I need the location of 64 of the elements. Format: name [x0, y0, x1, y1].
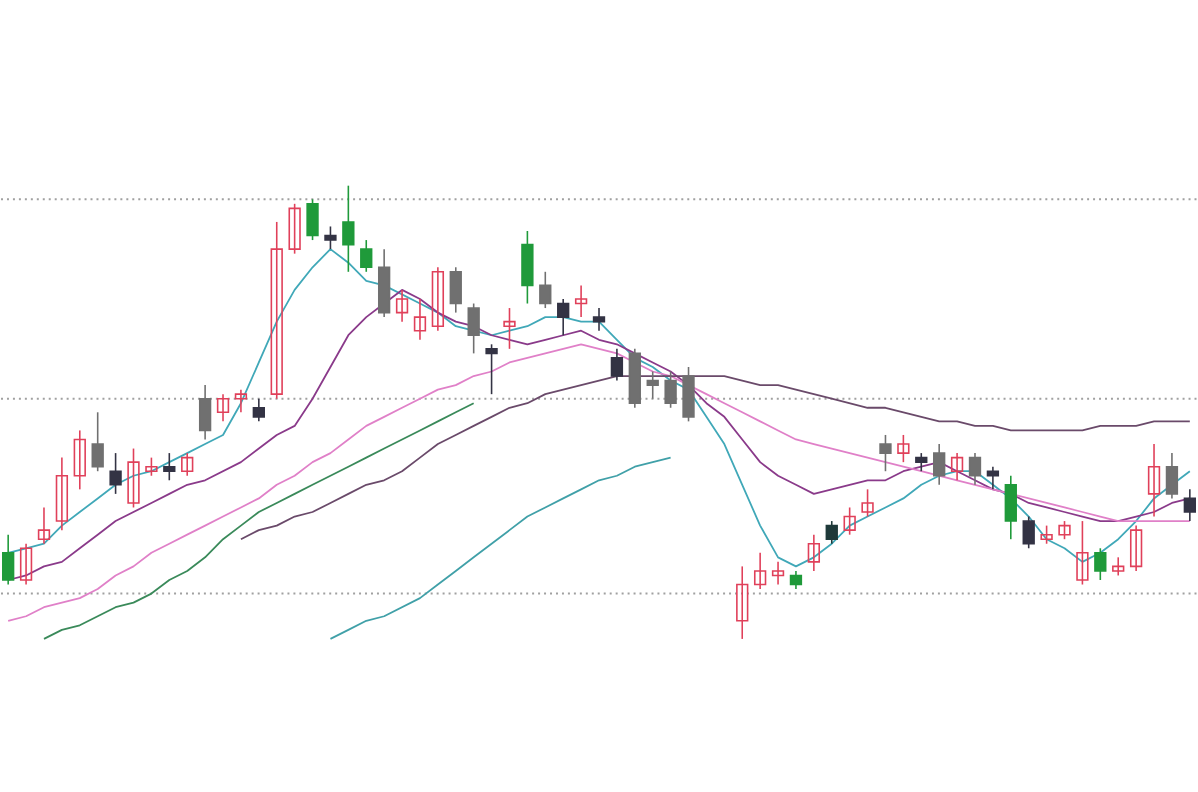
candlestick — [664, 370, 677, 409]
candlestick — [1147, 442, 1161, 518]
candlestick — [198, 383, 212, 440]
candlestick — [216, 393, 230, 422]
candlestick — [950, 451, 964, 481]
candlestick — [37, 506, 51, 545]
candlestick — [181, 451, 194, 477]
candlestick — [1094, 547, 1107, 581]
candlestick — [270, 220, 283, 400]
candlestick — [91, 411, 104, 472]
candlestick — [377, 248, 391, 318]
candlestick — [1183, 488, 1197, 522]
candlestick — [1022, 515, 1035, 549]
candlestick — [431, 266, 445, 332]
candlestick — [1112, 556, 1125, 576]
candlestick — [252, 397, 265, 422]
candlestick — [127, 447, 140, 508]
candlestick — [1040, 524, 1053, 545]
candlestick — [55, 456, 69, 531]
candlestick — [736, 565, 749, 640]
candlestick — [485, 343, 498, 395]
candlestick — [1004, 474, 1017, 540]
candlestick — [306, 198, 319, 241]
candlestick — [682, 365, 695, 422]
candlestick — [843, 506, 856, 536]
candlestick — [288, 202, 301, 255]
candlestick — [610, 347, 624, 382]
candlestick — [557, 297, 570, 336]
candlestick — [521, 229, 534, 304]
candlestick — [163, 451, 176, 481]
candlestick — [753, 551, 767, 590]
candlestick — [467, 302, 480, 354]
candlestick — [324, 225, 337, 250]
candlestick — [879, 433, 892, 472]
candlestick — [807, 533, 821, 572]
candlestick — [234, 388, 248, 413]
candlestick — [933, 442, 946, 486]
candlestick — [360, 238, 373, 273]
candlestick — [109, 451, 122, 495]
candlestick — [145, 456, 158, 477]
candlestick — [449, 266, 462, 314]
candlestick — [73, 429, 86, 490]
candlestick — [395, 288, 409, 323]
candlestick — [539, 270, 552, 309]
candlestick — [986, 465, 1000, 490]
candlestick — [1165, 451, 1179, 499]
candlestick — [413, 297, 427, 341]
candlestick — [503, 306, 516, 350]
candlestick — [825, 519, 838, 545]
candlestick — [1058, 519, 1071, 540]
candlestick — [861, 488, 874, 518]
candlestick — [915, 451, 928, 472]
candlestick — [646, 370, 659, 400]
candlestick — [592, 306, 606, 332]
candlestick — [1129, 524, 1143, 572]
candlestick — [1076, 519, 1089, 586]
candlestick — [574, 284, 588, 318]
candlestick — [19, 542, 33, 586]
candlestick — [2, 533, 15, 586]
candlestick — [771, 560, 785, 586]
candlestick — [789, 569, 803, 590]
candlestick — [968, 451, 982, 486]
candlestick — [897, 433, 910, 463]
candlestick — [342, 184, 355, 273]
